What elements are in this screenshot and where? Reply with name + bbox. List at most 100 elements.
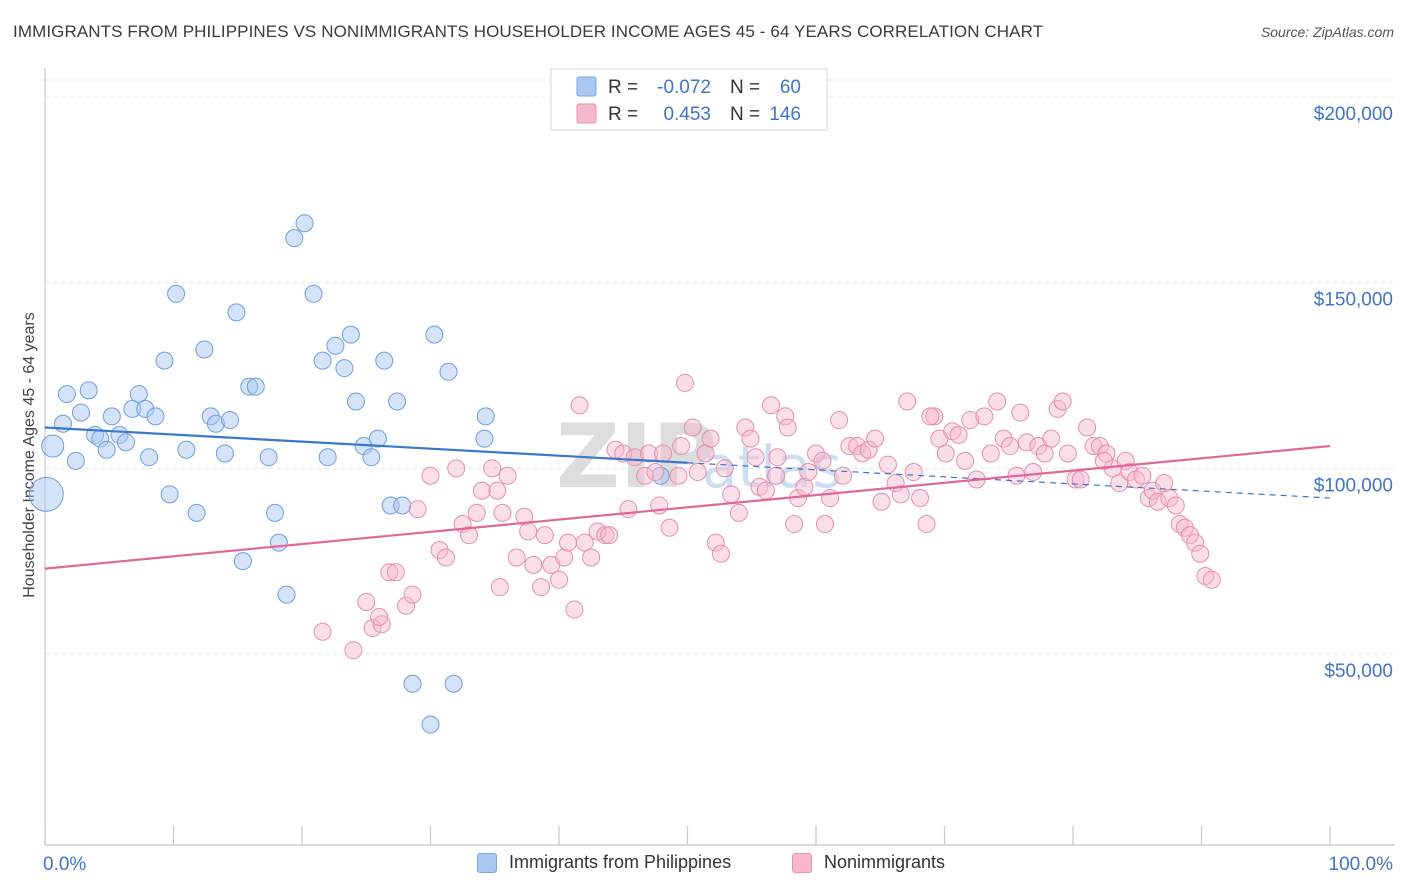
nonimmigrants-trend-line xyxy=(44,444,1331,570)
nonimmigrants-point xyxy=(535,526,554,545)
nonimmigrants-point xyxy=(988,392,1007,411)
nonimmigrants-point xyxy=(891,485,910,504)
nonimmigrants-point xyxy=(683,418,702,437)
philippines-point xyxy=(41,434,65,458)
nonimmigrants-point xyxy=(1078,418,1097,437)
philippines-point xyxy=(318,448,337,467)
nonimmigrants-point xyxy=(550,570,568,589)
nonimmigrants-point xyxy=(570,396,589,415)
philippines-point xyxy=(233,552,252,571)
legend-item-nonimmigrants[interactable]: Nonimmigrants xyxy=(792,852,945,873)
nonimmigrants-point xyxy=(625,448,644,467)
nonimmigrants-point xyxy=(1097,444,1116,463)
nonimmigrants-point xyxy=(490,578,509,597)
legend-top-n-label-blue: N = xyxy=(730,77,760,98)
legend-item-philippines[interactable]: Immigrants from Philippines xyxy=(477,852,731,873)
nonimmigrants-point xyxy=(493,503,512,522)
nonimmigrants-point xyxy=(397,596,416,615)
trend-lines xyxy=(44,426,1331,570)
nonimmigrants-point xyxy=(729,503,748,522)
legend-top-r-label-blue: R = xyxy=(608,77,638,98)
philippines-point xyxy=(326,336,345,355)
nonimmigrants-point xyxy=(795,477,814,496)
nonimmigrants-point xyxy=(619,500,638,519)
legend-swatch-philippines xyxy=(477,852,497,873)
nonimmigrants-point xyxy=(380,563,399,582)
philippines-point xyxy=(246,377,265,396)
nonimmigrants-point xyxy=(872,492,891,511)
nonimmigrants-point xyxy=(524,555,543,574)
nonimmigrants-point xyxy=(313,622,332,641)
x-tick-label: 100.0% xyxy=(1329,854,1394,875)
legend-top-n-value-pink: 146 xyxy=(769,104,801,125)
nonimmigrants-point xyxy=(447,459,466,478)
nonimmigrants-point xyxy=(596,526,615,545)
y-tick-label: $150,000 xyxy=(1314,290,1393,311)
nonimmigrants-point xyxy=(715,459,734,478)
nonimmigrants-point xyxy=(1094,451,1113,470)
philippines-point xyxy=(79,381,98,400)
nonimmigrants-point xyxy=(925,407,944,426)
nonimmigrants-point xyxy=(1017,433,1036,452)
series-philippines-points xyxy=(28,214,670,734)
nonimmigrants-point xyxy=(706,533,725,552)
nonimmigrants-point xyxy=(981,444,1000,463)
philippines-point xyxy=(285,229,304,248)
nonimmigrants-point xyxy=(430,541,449,560)
philippines-point xyxy=(313,351,332,370)
nonimmigrants-point xyxy=(949,425,968,444)
nonimmigrants-point xyxy=(1042,429,1061,448)
series-nonimmigrants-points xyxy=(313,373,1221,660)
nonimmigrants-point xyxy=(386,563,405,582)
nonimmigrants-point xyxy=(768,448,787,467)
nonimmigrants-point xyxy=(1071,470,1090,489)
nonimmigrants-point xyxy=(807,444,825,463)
x-tick-labels: 0.0% 100.0% xyxy=(43,854,1393,875)
nonimmigrants-point xyxy=(767,466,786,485)
nonimmigrants-point xyxy=(688,463,707,482)
nonimmigrants-point xyxy=(917,515,936,534)
nonimmigrants-point xyxy=(565,600,584,619)
philippines-point xyxy=(97,440,116,459)
nonimmigrants-point xyxy=(994,429,1013,448)
nonimmigrants-point xyxy=(372,615,391,634)
nonimmigrants-point xyxy=(833,466,852,485)
nonimmigrants-point xyxy=(483,459,502,478)
nonimmigrants-point xyxy=(1053,392,1072,411)
philippines-point xyxy=(335,359,354,378)
nonimmigrants-point xyxy=(403,585,422,604)
nonimmigrants-point xyxy=(575,533,594,552)
philippines-point xyxy=(116,433,135,452)
nonimmigrants-point xyxy=(904,463,923,482)
philippines-point xyxy=(421,715,440,734)
nonimmigrants-point xyxy=(614,444,633,463)
philippines-point xyxy=(341,325,360,344)
nonimmigrants-point xyxy=(911,489,930,508)
nonimmigrants-point xyxy=(756,481,775,500)
philippines-point xyxy=(160,485,179,504)
legend-top: R = -0.072 N = 60 R = 0.453 N = 146 xyxy=(550,68,828,131)
philippines-point xyxy=(187,503,206,522)
nonimmigrants-point xyxy=(436,548,455,567)
nonimmigrants-point xyxy=(1110,474,1129,493)
chart-source: Source: ZipAtlas.com xyxy=(1260,24,1394,40)
nonimmigrants-point xyxy=(921,407,940,426)
nonimmigrants-point xyxy=(1191,544,1210,563)
philippines-point xyxy=(444,674,463,693)
nonimmigrants-point xyxy=(582,548,601,567)
x-tick-label: 0.0% xyxy=(43,854,86,875)
philippines-point xyxy=(195,340,214,359)
nonimmigrants-point xyxy=(344,641,363,660)
y-tick-label: $50,000 xyxy=(1324,661,1393,682)
nonimmigrants-point xyxy=(472,481,491,500)
nonimmigrants-point xyxy=(555,548,574,567)
legend-top-r-value-blue: -0.072 xyxy=(657,77,711,98)
nonimmigrants-point xyxy=(736,418,755,437)
nonimmigrants-point xyxy=(936,444,955,463)
nonimmigrants-point xyxy=(898,392,917,411)
nonimmigrants-point xyxy=(498,466,517,485)
nonimmigrants-point xyxy=(515,507,534,526)
nonimmigrants-point xyxy=(701,429,720,448)
nonimmigrants-point xyxy=(672,437,691,456)
